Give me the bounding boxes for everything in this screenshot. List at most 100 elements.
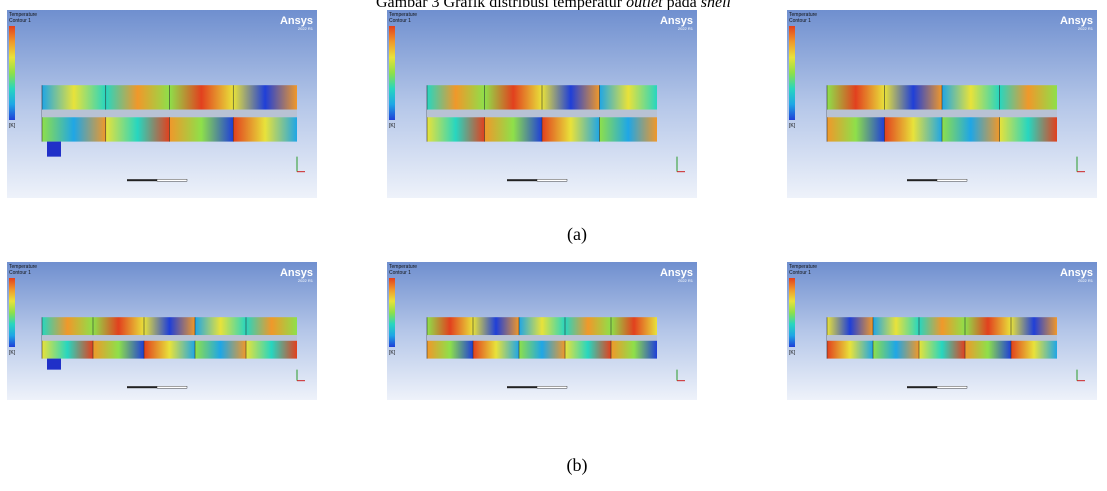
contour-band — [42, 317, 93, 336]
contour-band — [473, 340, 519, 359]
contour-band — [599, 85, 657, 110]
contour-band — [93, 340, 144, 359]
contour-band — [484, 117, 542, 142]
contour-band — [542, 117, 600, 142]
contour-band — [42, 85, 106, 110]
contour-band — [427, 117, 485, 142]
legend-subtitle: Contour 1 — [389, 18, 411, 24]
contour-band — [827, 317, 873, 336]
contour-band — [427, 317, 473, 336]
contour-band — [105, 117, 170, 142]
brand: Ansys — [280, 267, 313, 279]
unit-label: [K] — [9, 123, 16, 129]
legend-title: Temperature — [789, 12, 817, 18]
contour-band — [105, 85, 170, 110]
scale-bar — [536, 178, 568, 182]
contour-band — [542, 85, 600, 110]
scale-bar — [536, 385, 568, 389]
version: 2022 R1 — [1078, 26, 1094, 31]
contour-band — [873, 340, 919, 359]
tube-gap — [42, 109, 297, 118]
contour-band — [519, 340, 565, 359]
contour-band — [427, 340, 473, 359]
contour-band — [884, 117, 942, 142]
panel-label: (b) — [566, 455, 588, 475]
version: 2022 R1 — [1078, 278, 1094, 283]
legend-title: Temperature — [389, 264, 417, 270]
brand: Ansys — [280, 15, 313, 27]
contour-band — [1011, 317, 1057, 336]
contour-band — [42, 340, 93, 359]
contour-band — [965, 317, 1011, 336]
contour-band — [42, 117, 106, 142]
color-bar — [9, 26, 15, 120]
nozzle — [47, 358, 61, 370]
unit-label: [K] — [389, 350, 396, 356]
contour-band — [519, 317, 565, 336]
scale-bar — [936, 178, 968, 182]
contour-band — [233, 85, 297, 110]
brand: Ansys — [660, 267, 693, 279]
contour-band — [1011, 340, 1057, 359]
contour-band — [233, 117, 297, 142]
caption-part: outlet — [626, 0, 663, 11]
version: 2022 R1 — [678, 278, 694, 283]
contour-band — [873, 317, 919, 336]
contour-band — [169, 85, 234, 110]
contour-band — [93, 317, 144, 336]
caption-part: pada — [662, 0, 701, 11]
brand: Ansys — [660, 15, 693, 27]
contour-band — [427, 85, 485, 110]
contour-band — [942, 117, 1000, 142]
version: 2022 R1 — [298, 26, 314, 31]
caption-part: shell — [700, 0, 731, 11]
tube-gap — [827, 335, 1057, 341]
contour-band — [195, 317, 246, 336]
unit-label: [K] — [789, 123, 796, 129]
tube-gap — [427, 109, 657, 118]
legend-subtitle: Contour 1 — [9, 18, 31, 24]
caption-part: Gambar 3 Grafik distribusi temperatur — [375, 0, 627, 11]
version: 2022 R1 — [298, 278, 314, 283]
contour-band — [827, 117, 885, 142]
contour-band — [195, 340, 246, 359]
nozzle — [47, 141, 61, 157]
contour-band — [144, 340, 195, 359]
panel-label: (a) — [567, 224, 587, 244]
color-bar — [389, 26, 395, 120]
contour-band — [884, 85, 942, 110]
legend-title: Temperature — [9, 12, 37, 18]
legend-title: Temperature — [789, 264, 817, 270]
contour-band — [611, 317, 657, 336]
contour-band — [919, 340, 965, 359]
brand: Ansys — [1060, 15, 1093, 27]
color-bar — [389, 278, 395, 347]
color-bar — [789, 26, 795, 120]
contour-band — [919, 317, 965, 336]
contour-band — [999, 117, 1057, 142]
unit-label: [K] — [789, 350, 796, 356]
contour-band — [942, 85, 1000, 110]
contour-band — [246, 340, 297, 359]
contour-band — [484, 85, 542, 110]
contour-band — [473, 317, 519, 336]
unit-label: [K] — [9, 350, 16, 356]
color-bar — [789, 278, 795, 347]
figure-caption: Gambar 3 Grafik distribusi temperatur ou… — [0, 0, 1107, 12]
tube-gap — [427, 335, 657, 341]
contour-band — [169, 117, 234, 142]
unit-label: [K] — [389, 123, 396, 129]
legend-subtitle: Contour 1 — [789, 270, 811, 276]
contour-band — [565, 317, 611, 336]
contour-band — [144, 317, 195, 336]
brand: Ansys — [1060, 267, 1093, 279]
contour-band — [827, 85, 885, 110]
tube-gap — [827, 109, 1057, 118]
